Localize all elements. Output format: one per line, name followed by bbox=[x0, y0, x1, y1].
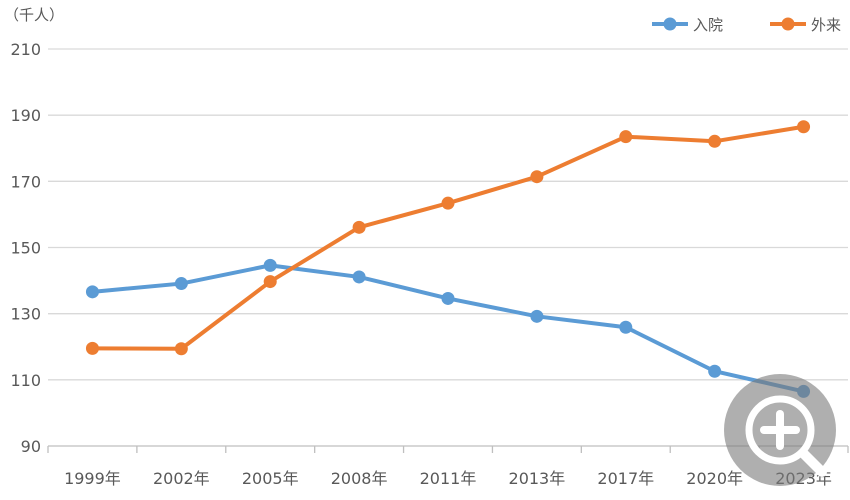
series-line bbox=[90, 124, 806, 351]
y-axis-unit-label: （千人） bbox=[4, 6, 64, 24]
zoom-ring bbox=[745, 395, 815, 465]
x-tick-label: 2013年 bbox=[509, 469, 566, 488]
y-tick-label: 150 bbox=[10, 239, 41, 258]
data-point bbox=[708, 134, 722, 148]
data-point bbox=[263, 275, 277, 289]
legend: 入院 外来 bbox=[652, 16, 841, 34]
data-point bbox=[530, 309, 544, 323]
legend-label: 入院 bbox=[693, 16, 723, 34]
data-point bbox=[619, 320, 633, 334]
data-point bbox=[174, 277, 188, 291]
grid-lines bbox=[48, 48, 848, 381]
data-point bbox=[708, 364, 722, 378]
data-point bbox=[263, 258, 277, 272]
x-tick-label: 2017年 bbox=[597, 469, 654, 488]
data-point bbox=[619, 130, 633, 144]
legend-marker bbox=[781, 17, 795, 31]
series-2 bbox=[85, 120, 811, 356]
legend-label: 外来 bbox=[811, 16, 841, 34]
series-line bbox=[90, 263, 806, 394]
data-point bbox=[174, 342, 188, 356]
data-point bbox=[441, 196, 455, 210]
x-tick-label: 2011年 bbox=[420, 469, 477, 488]
y-tick-label: 210 bbox=[10, 40, 41, 59]
x-tick-label: 2002年 bbox=[153, 469, 210, 488]
y-tick-label: 130 bbox=[10, 305, 41, 324]
x-tick-label: 1999年 bbox=[64, 469, 121, 488]
x-tick-label: 2020年 bbox=[686, 469, 743, 488]
data-point bbox=[530, 170, 544, 184]
y-tick-label: 110 bbox=[10, 371, 41, 390]
y-tick-label: 170 bbox=[10, 172, 41, 191]
data-point bbox=[797, 120, 811, 134]
data-point bbox=[441, 291, 455, 305]
data-point bbox=[352, 270, 366, 284]
zoom-in-button[interactable] bbox=[724, 374, 836, 486]
data-point bbox=[352, 220, 366, 234]
series-1 bbox=[85, 258, 811, 398]
x-tick-label: 2005年 bbox=[242, 469, 299, 488]
x-tick-label: 2008年 bbox=[331, 469, 388, 488]
y-axis-ticks: 90 110 130 150 170 190 210 bbox=[10, 40, 41, 456]
series-group bbox=[85, 120, 811, 398]
data-point bbox=[85, 341, 99, 355]
zoom-handle bbox=[799, 449, 827, 477]
legend-marker bbox=[663, 17, 677, 31]
x-axis bbox=[47, 445, 849, 453]
x-axis-ticks: 1999年 2002年 2005年 2008年 2011年 2013年 2017年 2020年… bbox=[64, 469, 832, 488]
y-tick-label: 90 bbox=[21, 437, 41, 456]
y-tick-label: 190 bbox=[10, 106, 41, 125]
data-point bbox=[85, 285, 99, 299]
